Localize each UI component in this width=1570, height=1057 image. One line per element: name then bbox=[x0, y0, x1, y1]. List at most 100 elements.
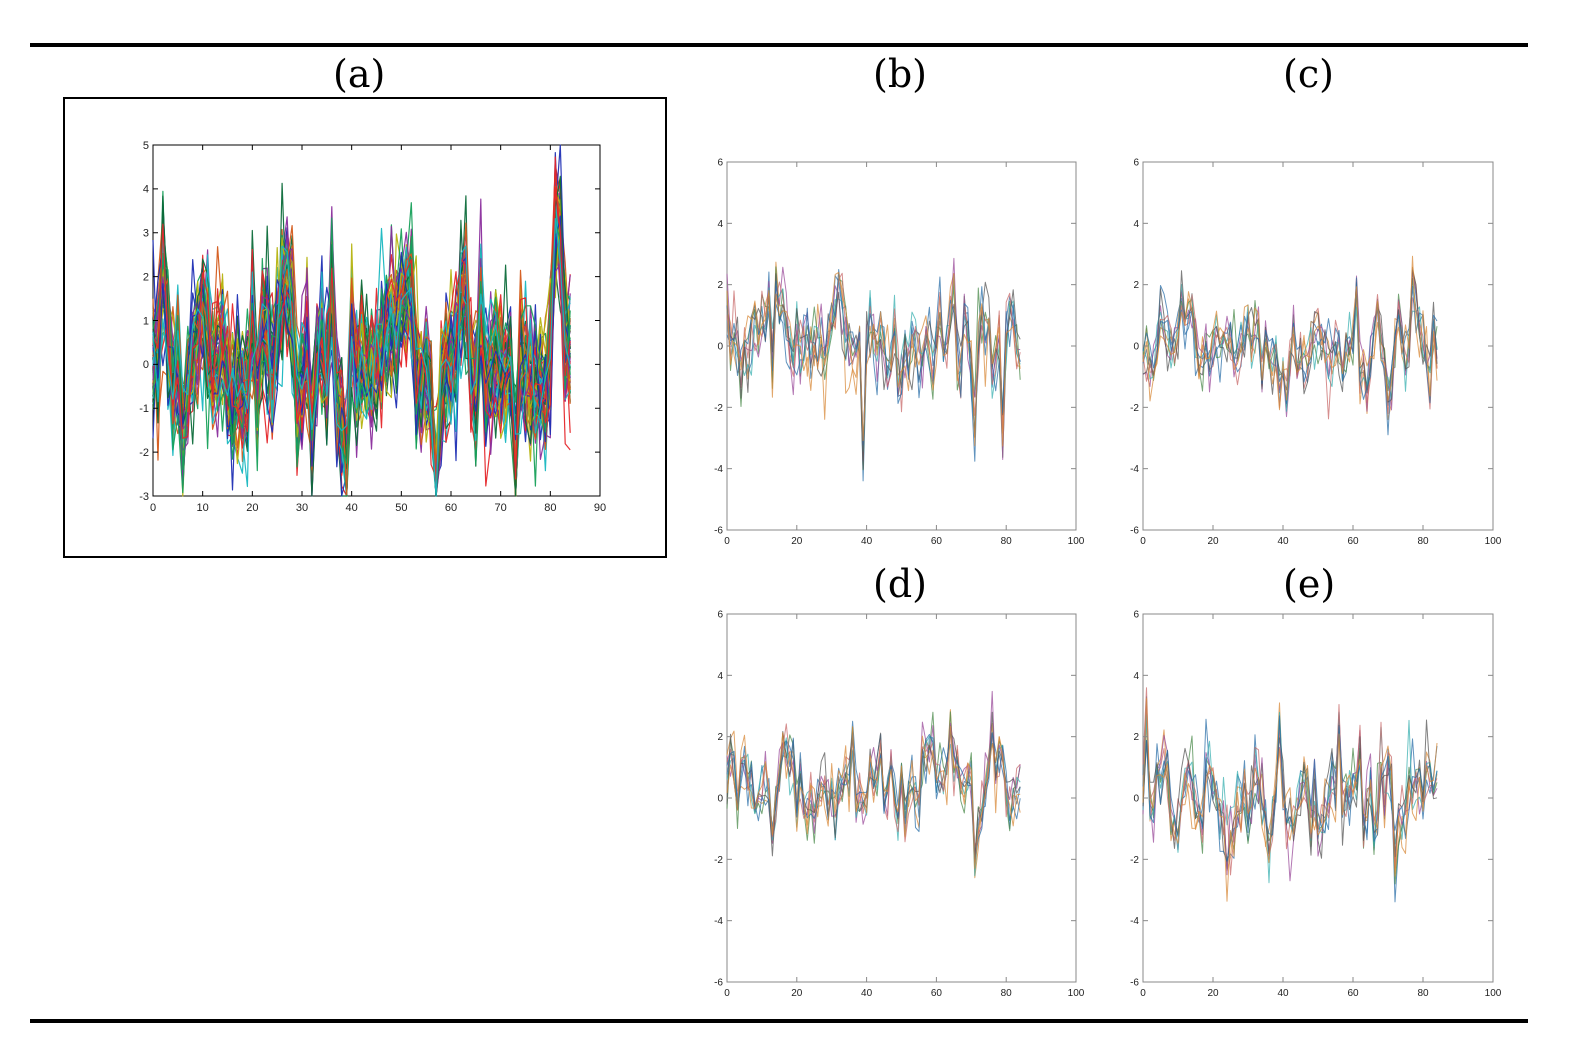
series-line bbox=[152, 186, 571, 497]
x-tick-label: 40 bbox=[861, 988, 873, 999]
series-line bbox=[152, 220, 571, 497]
y-tick-label: -3 bbox=[139, 491, 149, 503]
x-tick-label: 0 bbox=[1140, 988, 1146, 999]
y-tick-label: 0 bbox=[1133, 794, 1139, 805]
y-tick-label: -6 bbox=[1130, 978, 1139, 989]
y-tick-label: -4 bbox=[714, 464, 723, 475]
panel-label-e: (e) bbox=[1283, 562, 1336, 606]
panel-label-c: (c) bbox=[1283, 52, 1334, 96]
y-tick-label: 6 bbox=[1133, 610, 1139, 621]
y-tick-label: 4 bbox=[1133, 671, 1139, 682]
x-tick-label: 90 bbox=[594, 502, 606, 514]
series-line bbox=[152, 144, 571, 497]
x-tick-label: 100 bbox=[1485, 536, 1502, 547]
x-tick-label: 70 bbox=[495, 502, 507, 514]
series-line bbox=[152, 175, 571, 497]
y-tick-label: 2 bbox=[1133, 732, 1139, 743]
x-tick-label: 60 bbox=[931, 988, 943, 999]
series-line bbox=[1142, 697, 1438, 902]
series-line bbox=[1142, 255, 1438, 411]
y-tick-label: 5 bbox=[143, 140, 149, 152]
panel-label-b: (b) bbox=[873, 52, 927, 96]
x-tick-label: 30 bbox=[296, 502, 308, 514]
x-tick-label: 10 bbox=[197, 502, 209, 514]
y-tick-label: 2 bbox=[1133, 280, 1139, 291]
x-tick-label: 0 bbox=[1140, 536, 1146, 547]
y-tick-label: -6 bbox=[714, 526, 723, 537]
series-line bbox=[1142, 715, 1438, 862]
y-tick-label: 4 bbox=[143, 184, 149, 196]
x-tick-label: 50 bbox=[395, 502, 407, 514]
y-tick-label: 4 bbox=[717, 219, 723, 230]
y-tick-label: -4 bbox=[1130, 916, 1139, 927]
series-line bbox=[726, 711, 1021, 860]
axes-frame bbox=[1142, 613, 1494, 983]
x-tick-label: 80 bbox=[1001, 988, 1013, 999]
y-tick-label: 4 bbox=[717, 671, 723, 682]
x-tick-label: 20 bbox=[246, 502, 258, 514]
x-tick-label: 20 bbox=[791, 536, 803, 547]
x-tick-label: 80 bbox=[544, 502, 556, 514]
panel-a-frame bbox=[63, 97, 667, 558]
series-line bbox=[152, 215, 571, 497]
x-tick-label: 60 bbox=[1347, 988, 1359, 999]
y-tick-label: -1 bbox=[139, 403, 149, 415]
y-tick-label: -2 bbox=[1130, 403, 1139, 414]
y-tick-label: 6 bbox=[717, 158, 723, 169]
x-tick-label: 20 bbox=[1207, 536, 1219, 547]
x-tick-label: 80 bbox=[1417, 988, 1429, 999]
x-tick-label: 40 bbox=[1277, 988, 1289, 999]
x-tick-label: 20 bbox=[1207, 988, 1219, 999]
x-tick-label: 60 bbox=[931, 536, 943, 547]
series-line bbox=[726, 272, 1021, 447]
y-tick-label: 0 bbox=[143, 359, 149, 371]
x-tick-label: 0 bbox=[150, 502, 156, 514]
series-group bbox=[152, 144, 571, 497]
y-tick-label: -6 bbox=[1130, 526, 1139, 537]
y-tick-label: -2 bbox=[139, 447, 149, 459]
series-line bbox=[152, 186, 571, 490]
y-tick-label: 3 bbox=[143, 228, 149, 240]
x-tick-label: 60 bbox=[1347, 536, 1359, 547]
x-tick-label: 100 bbox=[1068, 988, 1085, 999]
series-line bbox=[726, 730, 1021, 863]
y-tick-label: 0 bbox=[717, 794, 723, 805]
y-tick-label: 6 bbox=[717, 610, 723, 621]
x-tick-label: 80 bbox=[1417, 536, 1429, 547]
series-line bbox=[1142, 277, 1438, 420]
x-tick-label: 40 bbox=[1277, 536, 1289, 547]
x-tick-label: 40 bbox=[346, 502, 358, 514]
bottom-rule bbox=[30, 1019, 1528, 1023]
y-tick-label: 0 bbox=[717, 342, 723, 353]
y-tick-label: 4 bbox=[1133, 219, 1139, 230]
y-tick-label: -2 bbox=[714, 403, 723, 414]
series-line bbox=[152, 218, 571, 497]
x-tick-label: 80 bbox=[1001, 536, 1013, 547]
x-tick-label: 40 bbox=[861, 536, 873, 547]
series-group bbox=[1142, 255, 1438, 436]
y-tick-label: -6 bbox=[714, 978, 723, 989]
series-line bbox=[1142, 719, 1438, 862]
series-line bbox=[726, 725, 1021, 869]
panel-label-a: (a) bbox=[333, 52, 386, 96]
x-tick-label: 0 bbox=[724, 988, 730, 999]
y-tick-label: 2 bbox=[143, 271, 149, 283]
y-tick-label: 6 bbox=[1133, 158, 1139, 169]
x-tick-label: 20 bbox=[791, 988, 803, 999]
x-tick-label: 100 bbox=[1485, 988, 1502, 999]
x-tick-label: 60 bbox=[445, 502, 457, 514]
y-tick-label: -2 bbox=[714, 855, 723, 866]
series-group bbox=[1142, 687, 1438, 903]
y-tick-label: -4 bbox=[1130, 464, 1139, 475]
y-tick-label: 0 bbox=[1133, 342, 1139, 353]
series-group bbox=[726, 257, 1021, 482]
x-tick-label: 0 bbox=[724, 536, 730, 547]
y-tick-label: -4 bbox=[714, 916, 723, 927]
panel-label-d: (d) bbox=[873, 562, 927, 606]
y-tick-label: 2 bbox=[717, 280, 723, 291]
